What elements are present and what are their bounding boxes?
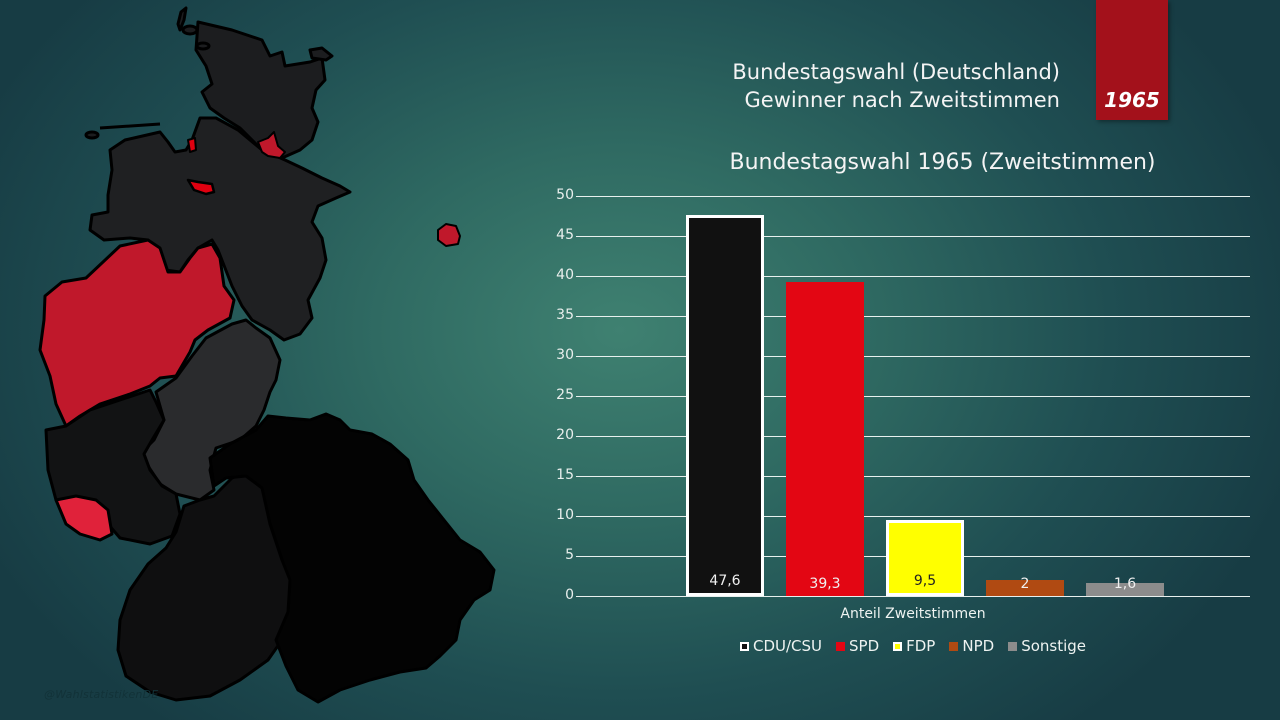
state-bavaria: [208, 412, 496, 704]
bar-value-label: 2: [1020, 576, 1030, 592]
legend-item: NPD: [949, 637, 994, 655]
bar-sonstige: 1,6: [1086, 576, 1164, 596]
y-tick-label: 20: [556, 427, 574, 443]
legend-item: SPD: [836, 637, 879, 655]
y-tick-label: 15: [556, 467, 574, 483]
state-west-berlin: [437, 223, 461, 247]
y-tick-label: 10: [556, 507, 574, 523]
y-tick-label: 25: [556, 387, 574, 403]
y-tick-label: 35: [556, 307, 574, 323]
legend-item: Sonstige: [1008, 637, 1086, 655]
y-tick-label: 50: [556, 187, 574, 203]
bar-value-label: 1,6: [1113, 576, 1137, 592]
chart-legend: CDU/CSU SPD FDP NPD Sonstige: [576, 637, 1250, 655]
y-tick-label: 40: [556, 267, 574, 283]
y-tick-label: 30: [556, 347, 574, 363]
gridline: [576, 596, 1250, 597]
gridline: [576, 316, 1250, 317]
gridline: [576, 476, 1250, 477]
gridline: [576, 516, 1250, 517]
gridline: [576, 196, 1250, 197]
legend-label: Sonstige: [1021, 637, 1087, 655]
year-badge: 1965: [1096, 0, 1168, 120]
legend-label: CDU/CSU: [752, 637, 822, 655]
legend-label: SPD: [849, 637, 880, 655]
gridline: [576, 236, 1250, 237]
gridline: [576, 276, 1250, 277]
legend-swatch-icon: [739, 641, 749, 651]
legend-swatch-icon: [949, 641, 959, 651]
bar-chart-plot: 0 5 10 15 20 25 30 35 40 45 50 47,6 39,3 9,5 2 1,6: [556, 187, 1250, 603]
legend-swatch-icon: [1008, 641, 1018, 651]
x-axis-label: Anteil Zweitstimmen: [840, 606, 986, 622]
chart-title: Bundestagswahl 1965 (Zweitstimmen): [729, 150, 1156, 175]
legend-label: NPD: [962, 637, 995, 655]
gridline: [576, 356, 1250, 357]
state-hamburg: [257, 131, 286, 159]
year-label: 1965: [1104, 88, 1160, 112]
bar-value-label: 9,5: [913, 573, 937, 589]
bar-npd: 2: [986, 576, 1064, 596]
bar-value-label: 39,3: [809, 576, 841, 592]
state-nrw: [38, 238, 236, 428]
legend-swatch-icon: [893, 641, 903, 651]
legend-item: CDU/CSU: [739, 637, 822, 655]
header-line-2: Gewinner nach Zweitstimmen: [744, 88, 1060, 112]
legend-item: FDP: [893, 637, 935, 655]
header-title: Bundestagswahl (Deutschland) Gewinner na…: [732, 58, 1060, 114]
watermark: @WahlstatistikenDE: [44, 688, 159, 701]
legend-swatch-icon: [836, 641, 845, 651]
y-tick-label: 0: [565, 587, 574, 603]
state-lower-saxony: [88, 116, 352, 342]
bar-cducsu: 47,6: [686, 215, 764, 596]
bar-spd: 39,3: [786, 281, 864, 596]
state-schleswig-holstein: [194, 20, 327, 160]
y-tick-label: 45: [556, 227, 574, 243]
bar-value-label: 47,6: [709, 573, 741, 589]
gridline: [576, 396, 1250, 397]
legend-label: FDP: [906, 637, 936, 655]
bar-fdp: 9,5: [886, 520, 964, 596]
y-tick-label: 5: [565, 547, 574, 563]
state-bremerhaven: [187, 137, 197, 153]
header-line-1: Bundestagswahl (Deutschland): [732, 60, 1060, 84]
germany-state-map: [38, 6, 496, 704]
state-saarland: [54, 494, 114, 542]
state-bremen: [186, 178, 216, 196]
gridline: [576, 436, 1250, 437]
